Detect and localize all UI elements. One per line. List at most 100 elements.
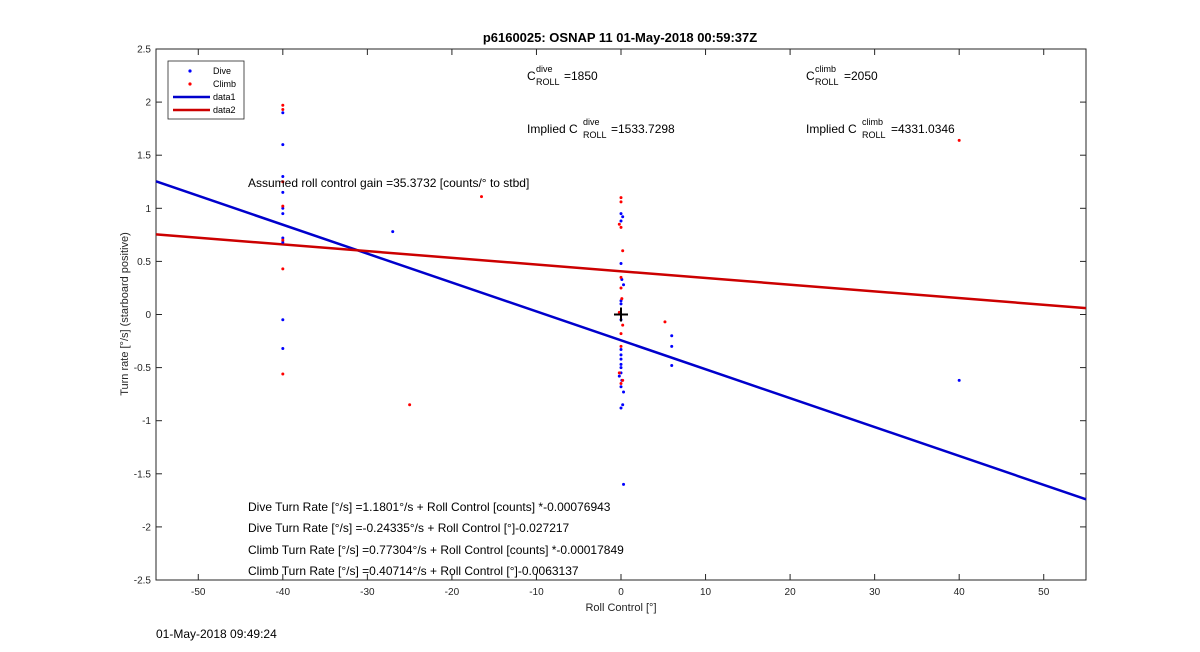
y-tick-label: -0.5 [134,363,152,374]
implied-dive-sup: dive [583,117,600,127]
implied-climb-prefix: Implied C [806,122,857,136]
fit-line-data2 [155,233,1087,310]
x-axis: -50 -40 -30 -20 -10 0 10 20 30 40 50 [191,49,1050,598]
c-dive-base: C [527,69,536,83]
legend-label: Climb [213,79,236,89]
x-tick-label: 0 [618,587,624,598]
point-dive [617,374,621,378]
equation-dive-counts: Dive Turn Rate [°/s] =1.1801°/s + Roll C… [248,500,611,514]
point-dive [281,206,285,210]
point-dive [391,230,395,234]
y-tick-label: -2 [142,522,151,533]
point-dive [281,143,285,147]
legend-label: data2 [213,105,236,115]
annotation-implied-dive: Implied C dive ROLL =1533.7298 [527,117,675,140]
x-tick-label: 30 [869,587,881,598]
implied-dive-prefix: Implied C [527,122,578,136]
implied-climb-sub: ROLL [862,130,886,140]
point-climb [621,323,625,327]
legend-label: Dive [213,66,231,76]
point-dive [957,378,961,382]
x-tick-label: 10 [700,587,712,598]
y-tick-label: -1 [142,416,151,427]
fit-lines [155,180,1087,501]
x-tick-label: -40 [276,587,291,598]
point-climb [619,200,623,204]
c-climb-sup: climb [815,64,836,74]
annotation-implied-climb: Implied C climb ROLL =4331.0346 [806,117,955,140]
legend: Dive Climb data1 data2 [167,60,245,120]
point-climb [281,372,285,376]
gain-annotation: Assumed roll control gain =35.3732 [coun… [248,176,529,190]
point-dive [619,219,623,223]
legend-marker-climb [188,82,192,86]
point-dive [281,240,285,244]
point-dive [619,357,623,361]
point-dive [619,366,623,370]
point-climb [617,222,621,226]
equation-climb-degrees: Climb Turn Rate [°/s] =0.40714°/s + Roll… [248,564,579,578]
point-climb [281,267,285,271]
y-tick-label: 1.5 [137,151,151,162]
x-axis-label: Roll Control [°] [585,602,656,614]
c-dive-sup: dive [536,64,553,74]
x-tick-label: 20 [785,587,797,598]
equation-climb-counts: Climb Turn Rate [°/s] =0.77304°/s + Roll… [248,543,624,557]
x-tick-label: 50 [1038,587,1050,598]
annotation-c-dive: C dive ROLL =1850 [527,64,598,87]
point-climb [663,320,667,324]
point-dive [619,302,623,306]
y-tick-label: -2.5 [134,576,152,587]
point-climb [957,138,961,142]
fit-line-data1 [155,180,1087,501]
footer-timestamp: 01-May-2018 09:49:24 [156,627,277,641]
x-tick-label: 40 [954,587,966,598]
x-tick-label: -50 [191,587,206,598]
point-dive [670,363,674,367]
annotation-c-climb: C climb ROLL =2050 [806,64,878,87]
point-climb [619,225,623,229]
implied-dive-value: =1533.7298 [611,122,675,136]
point-dive [622,482,626,486]
point-dive [619,348,623,352]
point-dive [670,344,674,348]
point-dive [622,390,626,394]
point-climb [619,196,623,200]
point-climb [619,344,623,348]
equation-dive-degrees: Dive Turn Rate [°/s] =-0.24335°/s + Roll… [248,521,570,535]
point-dive [281,111,285,115]
c-climb-value: =2050 [844,69,878,83]
point-dive [621,403,625,407]
point-dive [619,212,623,216]
y-axis-label: Turn rate [°/s] (starboard positive) [119,232,131,396]
c-dive-sub: ROLL [536,77,560,87]
c-climb-sub: ROLL [815,77,839,87]
origin-marker [614,307,628,322]
point-dive [281,346,285,350]
point-dive [621,215,625,219]
x-tick-label: -10 [529,587,544,598]
legend-marker-dive [188,69,192,73]
point-dive [281,212,285,216]
c-climb-base: C [806,69,815,83]
point-dive [619,406,623,410]
point-dive [281,318,285,322]
point-dive [670,334,674,338]
y-tick-label: -1.5 [134,469,152,480]
point-dive [281,190,285,194]
y-tick-label: 0.5 [137,257,151,268]
point-dive [619,362,623,366]
point-climb [619,332,623,336]
point-climb [281,180,285,184]
chart-title: p6160025: OSNAP 11 01-May-2018 00:59:37Z [483,30,757,45]
y-tick-label: 2 [145,98,151,109]
point-climb [619,382,623,386]
point-climb [620,297,624,301]
point-climb [281,238,285,242]
point-dive [281,174,285,178]
implied-dive-sub: ROLL [583,130,607,140]
x-tick-label: -20 [445,587,460,598]
y-tick-label: 1 [145,204,151,215]
point-climb [621,378,625,382]
